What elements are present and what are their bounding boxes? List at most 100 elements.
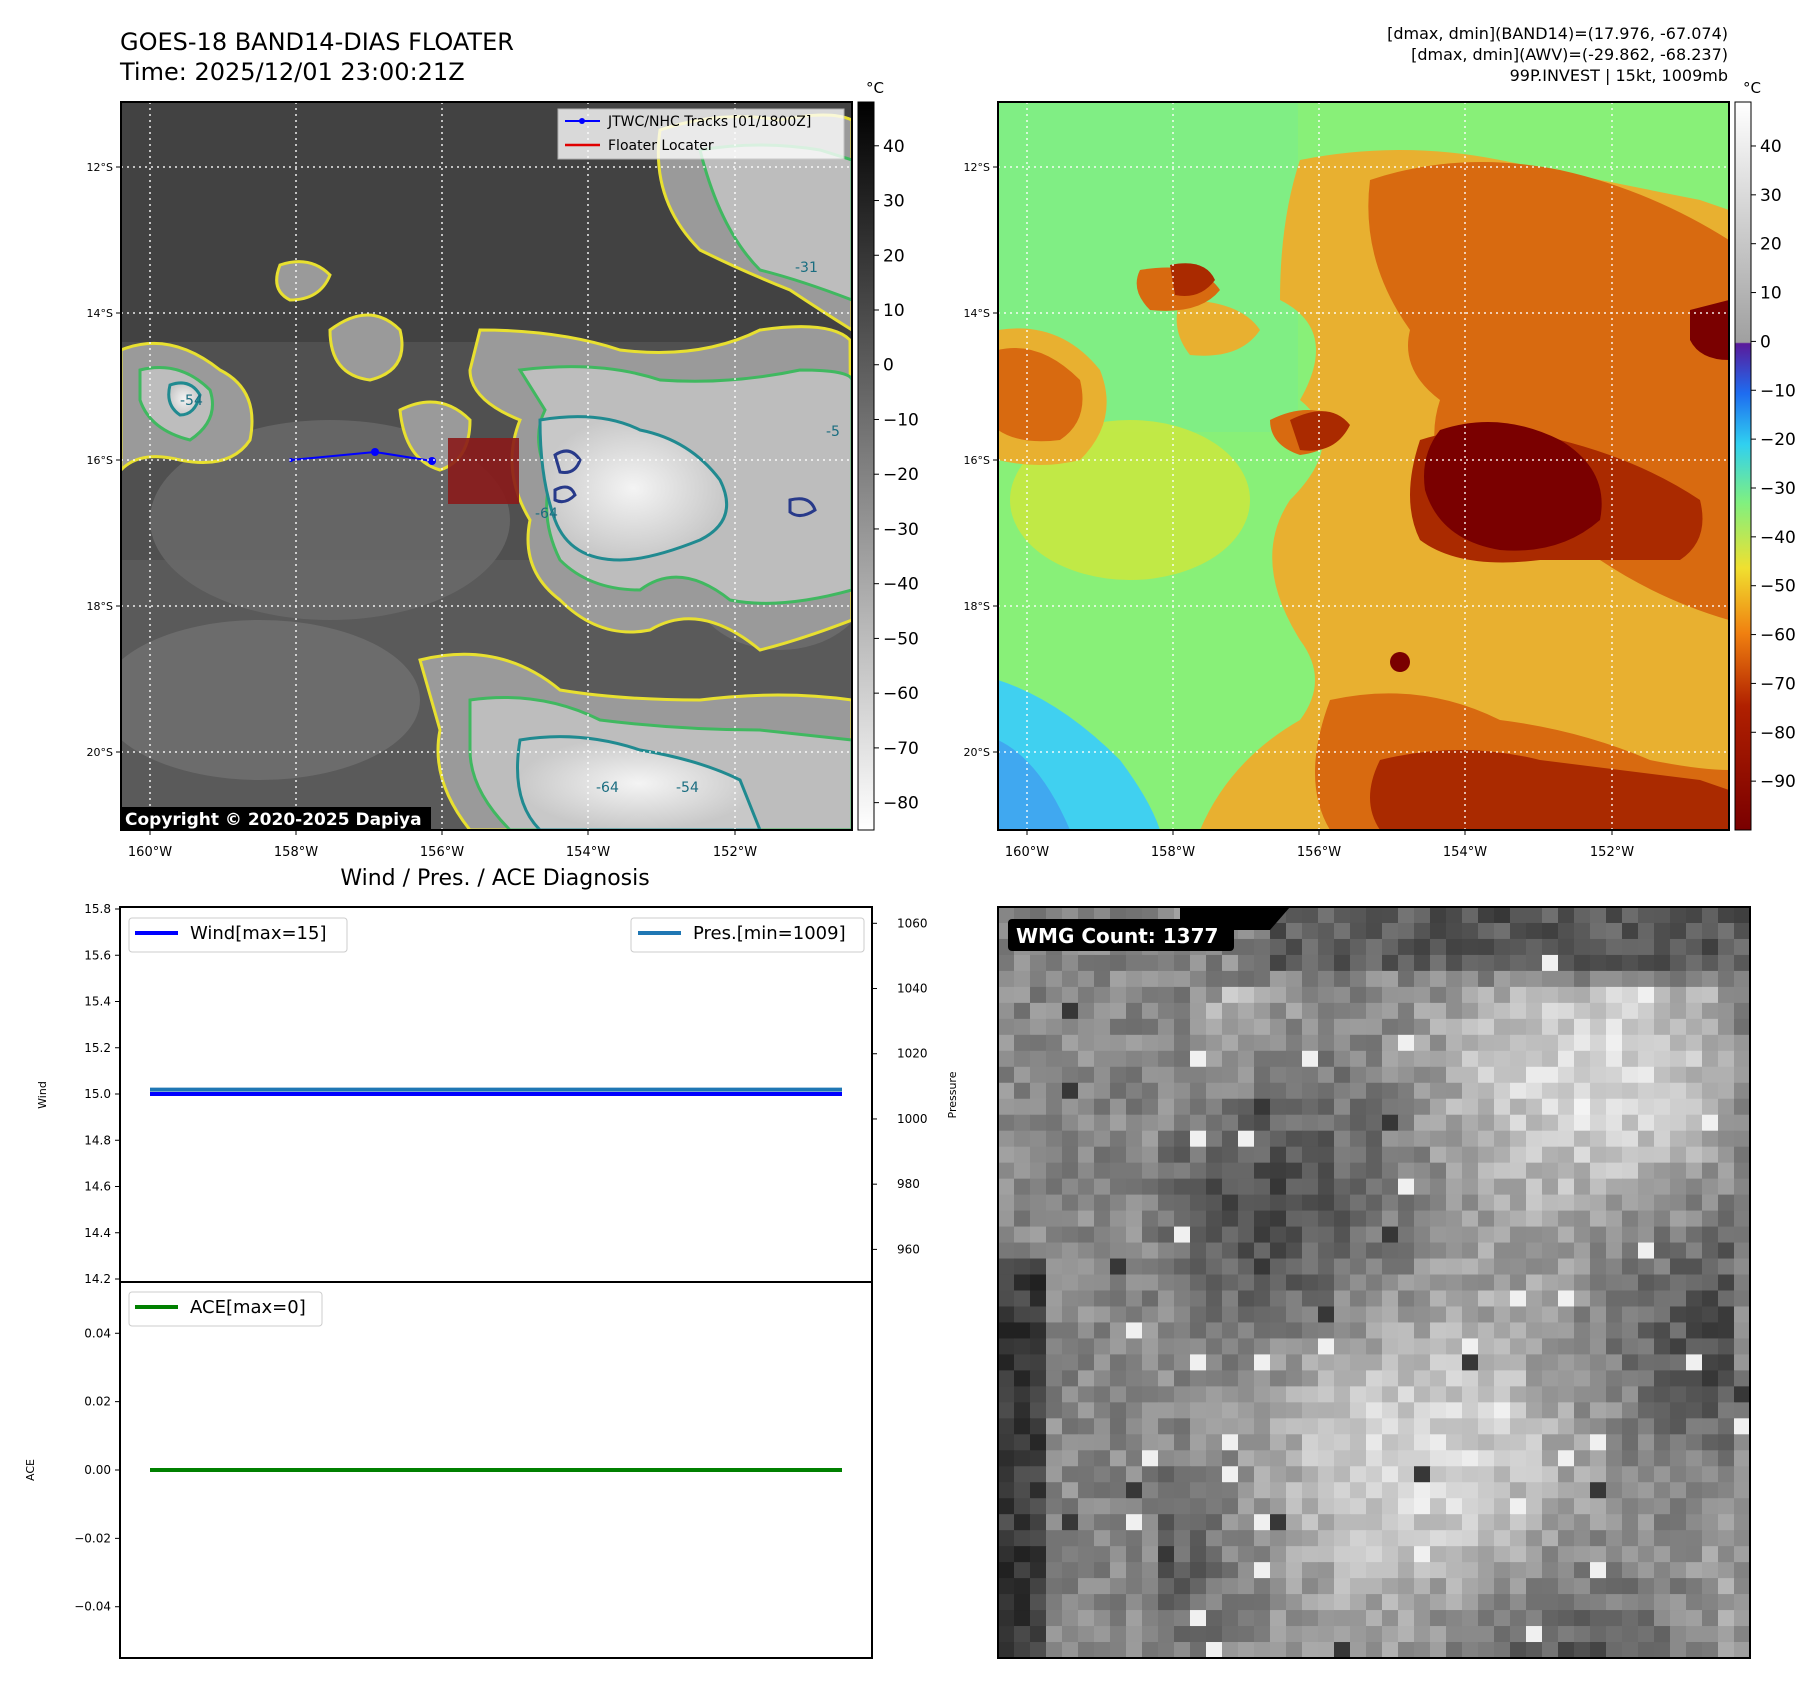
colorbar-tick-label: −50 (883, 629, 919, 649)
lon-tick-label: 158°W (274, 845, 318, 860)
colorbar-right: °C 40 30 20 10 0 −10 −20 −30 −40 −50 −60 −70 −80 −90 (1734, 79, 1796, 831)
legend-wind: Wind[max=15] (190, 923, 327, 944)
wind-pressure-panel: Wind Pressure 15.8 15.6 15.4 15.2 15.0 14.8 14… (36, 902, 959, 1286)
info-awv: [dmax, dmin](AWV)=(-29.862, -68.237) (1411, 45, 1728, 64)
ace-panel: ACE 0.04 0.02 0.00 −0.02 −0.04 ACE[max=0] (24, 1281, 873, 1659)
colorbar-left: °C 40 30 20 10 0 −10 −20 −30 −40 −50 −60 −70 −80 (857, 79, 919, 831)
lat-tick-label: 14°S (87, 307, 113, 320)
contour-label: -31 (795, 260, 818, 276)
map-left-legend: JTWC/NHC Tracks [01/1800Z] Floater Locat… (557, 108, 845, 160)
lat-tick-label: 20°S (87, 746, 113, 759)
lon-tick-label: 158°W (1151, 845, 1195, 860)
lon-tick-label: 152°W (1590, 845, 1634, 860)
colorbar-tick-label: −80 (883, 794, 919, 814)
legend-track: JTWC/NHC Tracks [01/1800Z] (607, 114, 811, 130)
contour-label: -54 (676, 780, 699, 796)
wind-tick-label: 14.4 (84, 1226, 111, 1240)
colorbar-tick-label: 30 (1760, 186, 1782, 206)
lat-tick-label: 16°S (87, 454, 113, 467)
ace-tick-label: 0.00 (84, 1463, 111, 1477)
colorbar-tick-label: −90 (1760, 772, 1796, 792)
colorbar-tick-label: 30 (883, 192, 905, 212)
contour-label: -54 (180, 393, 203, 409)
pres-tick-label: 1000 (897, 1112, 928, 1126)
lat-tick-label: 18°S (87, 600, 113, 613)
pres-ylabel: Pressure (946, 1071, 959, 1118)
colorbar-tick-label: 0 (1760, 332, 1771, 352)
legend-ace: ACE[max=0] (190, 1297, 306, 1318)
pres-tick-label: 1020 (897, 1047, 928, 1061)
wind-tick-label: 15.8 (84, 902, 111, 916)
wind-tick-label: 15.2 (84, 1041, 111, 1055)
diag-title: Wind / Pres. / ACE Diagnosis (340, 866, 649, 891)
figure-title: GOES-18 BAND14-DIAS FLOATER (120, 28, 514, 56)
floater-locater (448, 438, 519, 504)
lat-tick-label: 12°S (964, 161, 990, 174)
wind-tick-label: 15.6 (84, 948, 111, 962)
lon-tick-label: 160°W (128, 845, 172, 860)
ace-ylabel: ACE (24, 1459, 37, 1481)
lat-tick-label: 18°S (964, 600, 990, 613)
colorbar-tick-label: −40 (1760, 528, 1796, 548)
lat-tick-label: 12°S (87, 161, 113, 174)
map-right: 12°S 14°S 16°S 18°S 20°S 160°W 158°W 156°W 154°… (964, 101, 1730, 860)
contour-label: -64 (535, 506, 558, 522)
lon-tick-label: 152°W (713, 845, 757, 860)
colorbar-tick-label: −10 (1760, 381, 1796, 401)
pres-tick-label: 1040 (897, 982, 928, 996)
contour-label: -5 (826, 424, 840, 440)
colorbar-tick-label: −60 (883, 684, 919, 704)
colorbar-tick-label: −70 (883, 739, 919, 759)
ace-tick-label: 0.02 (84, 1395, 111, 1409)
lon-tick-label: 154°W (566, 845, 610, 860)
figure-time: Time: 2025/12/01 23:00:21Z (119, 58, 465, 86)
lat-tick-label: 14°S (964, 307, 990, 320)
wind-tick-label: 15.4 (84, 995, 111, 1009)
colorbar-tick-label: −30 (1760, 479, 1796, 499)
wmg-count: WMG Count: 1377 (1016, 924, 1218, 948)
pres-tick-label: 960 (897, 1242, 920, 1256)
lat-tick-label: 16°S (964, 454, 990, 467)
colorbar-tick-label: −30 (883, 520, 919, 540)
info-storm: 99P.INVEST | 15kt, 1009mb (1510, 66, 1728, 85)
lon-tick-label: 154°W (1443, 845, 1487, 860)
colorbar-tick-label: −80 (1760, 723, 1796, 743)
legend-pres: Pres.[min=1009] (693, 923, 846, 944)
colorbar-tick-label: 20 (883, 246, 905, 266)
colorbar-tick-label: 40 (1760, 137, 1782, 157)
wind-tick-label: 14.6 (84, 1180, 111, 1194)
copyright: Copyright © 2020-2025 Dapiya (125, 810, 422, 830)
ace-tick-label: −0.04 (74, 1600, 111, 1614)
colorbar-tick-label: −60 (1760, 626, 1796, 646)
colorbar-right-unit: °C (1743, 79, 1761, 97)
wmg-panel: WMG Count: 1377 (997, 906, 1751, 1659)
legend-locater: Floater Locater (608, 138, 714, 154)
pres-tick-label: 980 (897, 1177, 920, 1191)
wind-tick-label: 14.2 (84, 1272, 111, 1286)
lon-tick-label: 156°W (420, 845, 464, 860)
lon-tick-label: 160°W (1005, 845, 1049, 860)
colorbar-tick-label: 10 (883, 301, 905, 321)
map-left: -54 -64 -64 -54 -31 -5 JTWC/NHC Tracks [… (87, 101, 853, 860)
colorbar-tick-label: −50 (1760, 577, 1796, 597)
pres-tick-label: 1060 (897, 916, 928, 930)
colorbar-tick-label: −20 (1760, 430, 1796, 450)
wind-tick-label: 15.0 (84, 1087, 111, 1101)
colorbar-tick-label: −40 (883, 575, 919, 595)
ace-tick-label: 0.04 (84, 1326, 111, 1340)
lat-tick-label: 20°S (964, 746, 990, 759)
wind-tick-label: 14.8 (84, 1133, 111, 1147)
lon-tick-label: 156°W (1297, 845, 1341, 860)
ace-tick-label: −0.02 (74, 1531, 111, 1545)
colorbar-tick-label: −70 (1760, 674, 1796, 694)
wind-ylabel: Wind (36, 1081, 49, 1109)
colorbar-tick-label: 20 (1760, 235, 1782, 255)
colorbar-tick-label: 10 (1760, 284, 1782, 304)
colorbar-left-unit: °C (866, 79, 884, 97)
colorbar-tick-label: 40 (883, 137, 905, 157)
colorbar-tick-label: −10 (883, 410, 919, 430)
info-band14: [dmax, dmin](BAND14)=(17.976, -67.074) (1387, 24, 1728, 43)
colorbar-tick-label: −20 (883, 465, 919, 485)
contour-label: -64 (596, 780, 619, 796)
